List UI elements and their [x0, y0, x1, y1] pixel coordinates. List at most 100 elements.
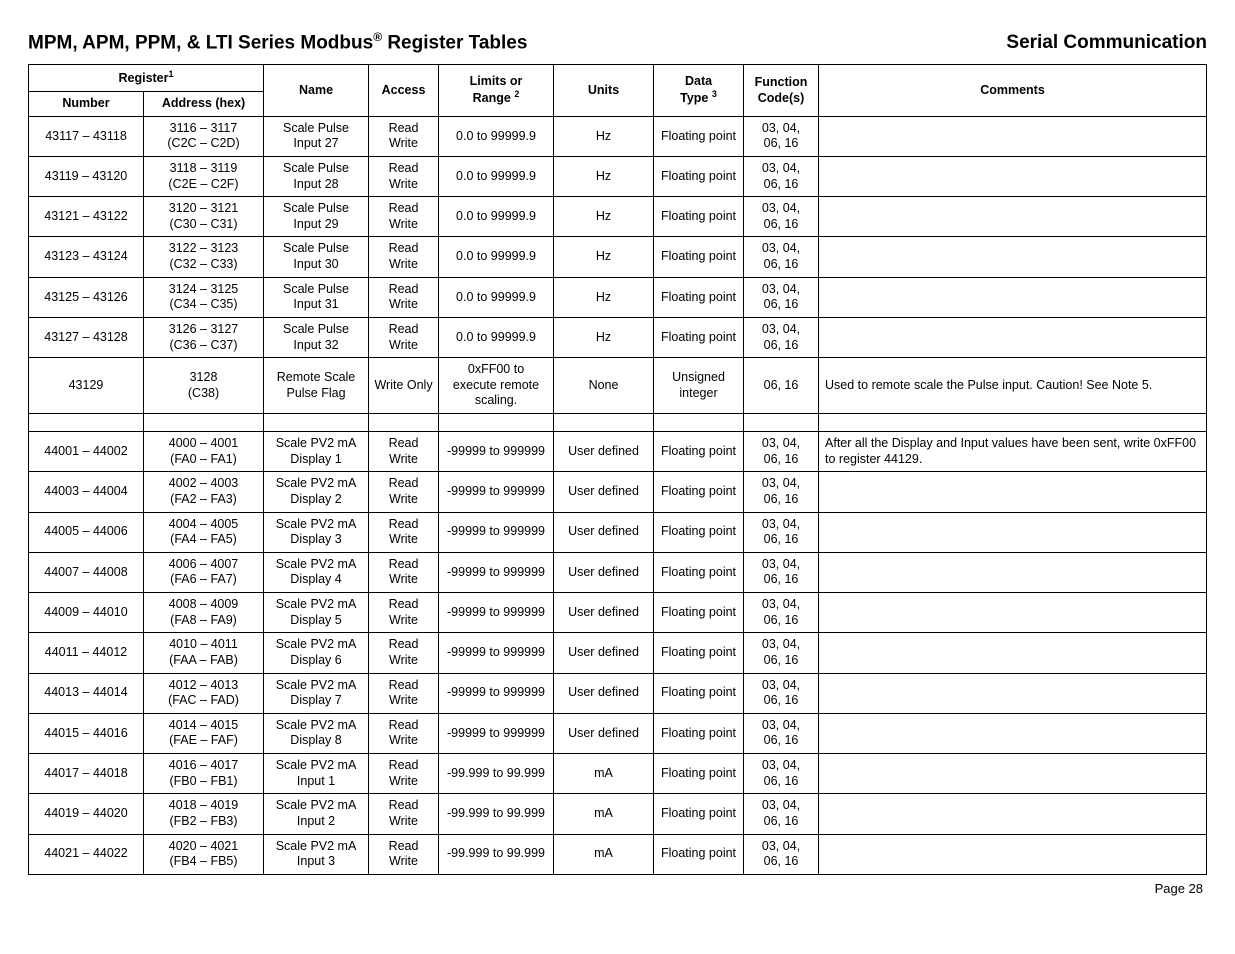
cell-comments	[819, 552, 1207, 592]
cell-address: 4010 – 4011(FAA – FAB)	[144, 633, 264, 673]
table-head: Register1 Name Access Limits or Range 2 …	[29, 65, 1207, 116]
col-access: Access	[369, 65, 439, 116]
cell-datatype: Floating point	[654, 512, 744, 552]
cell-datatype: Floating point	[654, 593, 744, 633]
title-prefix: MPM, APM, PPM, & LTI Series Modbus	[28, 32, 373, 53]
cell-units: Hz	[554, 116, 654, 156]
col-comments: Comments	[819, 65, 1207, 116]
cell-access: Read Write	[369, 156, 439, 196]
cell-number: 44015 – 44016	[29, 713, 144, 753]
cell-access: Read Write	[369, 633, 439, 673]
cell-name: Scale PV2 mADisplay 5	[264, 593, 369, 633]
cell-number: 43121 – 43122	[29, 197, 144, 237]
cell-limits: -99.999 to 99.999	[439, 834, 554, 874]
cell-comments	[819, 116, 1207, 156]
cell-comments: After all the Display and Input values h…	[819, 432, 1207, 472]
cell-function: 03, 04,06, 16	[744, 317, 819, 357]
cell-datatype: Floating point	[654, 713, 744, 753]
cell-limits: -99999 to 999999	[439, 552, 554, 592]
col-register-label: Register	[118, 71, 168, 85]
cell-number: 44019 – 44020	[29, 794, 144, 834]
col-data-l1: Data	[685, 74, 712, 88]
cell-access: Read Write	[369, 754, 439, 794]
col-register-sup: 1	[169, 69, 174, 79]
cell-name: Scale PV2 mADisplay 7	[264, 673, 369, 713]
cell-datatype: Floating point	[654, 237, 744, 277]
table-row: 44011 – 440124010 – 4011(FAA – FAB)Scale…	[29, 633, 1207, 673]
page-header: MPM, APM, PPM, & LTI Series Modbus® Regi…	[28, 30, 1207, 54]
cell-number: 43129	[29, 358, 144, 414]
cell-units: Hz	[554, 197, 654, 237]
cell-units: mA	[554, 834, 654, 874]
col-data-l2: Type	[680, 92, 708, 106]
cell-name: Scale PV2 mADisplay 8	[264, 713, 369, 753]
cell-address: 3118 – 3119(C2E – C2F)	[144, 156, 264, 196]
cell-access: Read Write	[369, 794, 439, 834]
cell-units: mA	[554, 754, 654, 794]
cell-number: 43127 – 43128	[29, 317, 144, 357]
col-register-group: Register1	[29, 65, 264, 92]
cell-address: 3116 – 3117(C2C – C2D)	[144, 116, 264, 156]
cell-comments: Used to remote scale the Pulse input. Ca…	[819, 358, 1207, 414]
table-row: 43121 – 431223120 – 3121(C30 – C31)Scale…	[29, 197, 1207, 237]
table-row: 43123 – 431243122 – 3123(C32 – C33)Scale…	[29, 237, 1207, 277]
cell-number: 44005 – 44006	[29, 512, 144, 552]
cell-access: Read Write	[369, 673, 439, 713]
cell-address: 4006 – 4007(FA6 – FA7)	[144, 552, 264, 592]
cell-function: 03, 04,06, 16	[744, 713, 819, 753]
col-units: Units	[554, 65, 654, 116]
cell-function: 03, 04,06, 16	[744, 237, 819, 277]
cell-name: Scale PulseInput 29	[264, 197, 369, 237]
col-limits: Limits or Range 2	[439, 65, 554, 116]
cell-limits: -99999 to 999999	[439, 593, 554, 633]
cell-comments	[819, 277, 1207, 317]
cell-name: Remote ScalePulse Flag	[264, 358, 369, 414]
cell-comments	[819, 317, 1207, 357]
cell-number: 44011 – 44012	[29, 633, 144, 673]
cell-function: 03, 04,06, 16	[744, 754, 819, 794]
cell-limits: 0.0 to 99999.9	[439, 237, 554, 277]
cell-limits: -99.999 to 99.999	[439, 794, 554, 834]
cell-units: Hz	[554, 237, 654, 277]
cell-address: 3124 – 3125(C34 – C35)	[144, 277, 264, 317]
page-title: MPM, APM, PPM, & LTI Series Modbus® Regi…	[28, 30, 527, 54]
cell-datatype: Floating point	[654, 317, 744, 357]
cell-number: 44017 – 44018	[29, 754, 144, 794]
col-data-sup: 3	[712, 89, 717, 99]
cell-address: 4016 – 4017(FB0 – FB1)	[144, 754, 264, 794]
spacer-cell	[654, 414, 744, 432]
cell-limits: -99999 to 999999	[439, 633, 554, 673]
title-suffix: Register Tables	[382, 32, 527, 53]
register-table: Register1 Name Access Limits or Range 2 …	[28, 64, 1207, 875]
cell-datatype: Floating point	[654, 116, 744, 156]
col-number: Number	[29, 92, 144, 117]
cell-address: 4008 – 4009(FA8 – FA9)	[144, 593, 264, 633]
cell-datatype: Floating point	[654, 633, 744, 673]
col-limits-l2: Range	[473, 92, 511, 106]
cell-access: Write Only	[369, 358, 439, 414]
cell-datatype: Floating point	[654, 472, 744, 512]
col-datatype: Data Type 3	[654, 65, 744, 116]
cell-limits: -99999 to 999999	[439, 512, 554, 552]
table-row: 44003 – 440044002 – 4003(FA2 – FA3)Scale…	[29, 472, 1207, 512]
cell-access: Read Write	[369, 552, 439, 592]
col-func-l2: Code(s)	[758, 91, 805, 105]
page-section: Serial Communication	[1006, 32, 1207, 54]
cell-number: 44001 – 44002	[29, 432, 144, 472]
table-row: 43127 – 431283126 – 3127(C36 – C37)Scale…	[29, 317, 1207, 357]
cell-function: 03, 04,06, 16	[744, 794, 819, 834]
cell-datatype: Floating point	[654, 673, 744, 713]
table-row: 431293128(C38)Remote ScalePulse FlagWrit…	[29, 358, 1207, 414]
cell-units: Hz	[554, 317, 654, 357]
cell-number: 44009 – 44010	[29, 593, 144, 633]
cell-function: 03, 04,06, 16	[744, 834, 819, 874]
spacer-cell	[819, 414, 1207, 432]
cell-access: Read Write	[369, 713, 439, 753]
page-footer: Page 28	[28, 881, 1207, 896]
spacer-cell	[264, 414, 369, 432]
cell-function: 03, 04,06, 16	[744, 197, 819, 237]
cell-limits: 0.0 to 99999.9	[439, 156, 554, 196]
cell-number: 44021 – 44022	[29, 834, 144, 874]
cell-comments	[819, 237, 1207, 277]
spacer-cell	[369, 414, 439, 432]
